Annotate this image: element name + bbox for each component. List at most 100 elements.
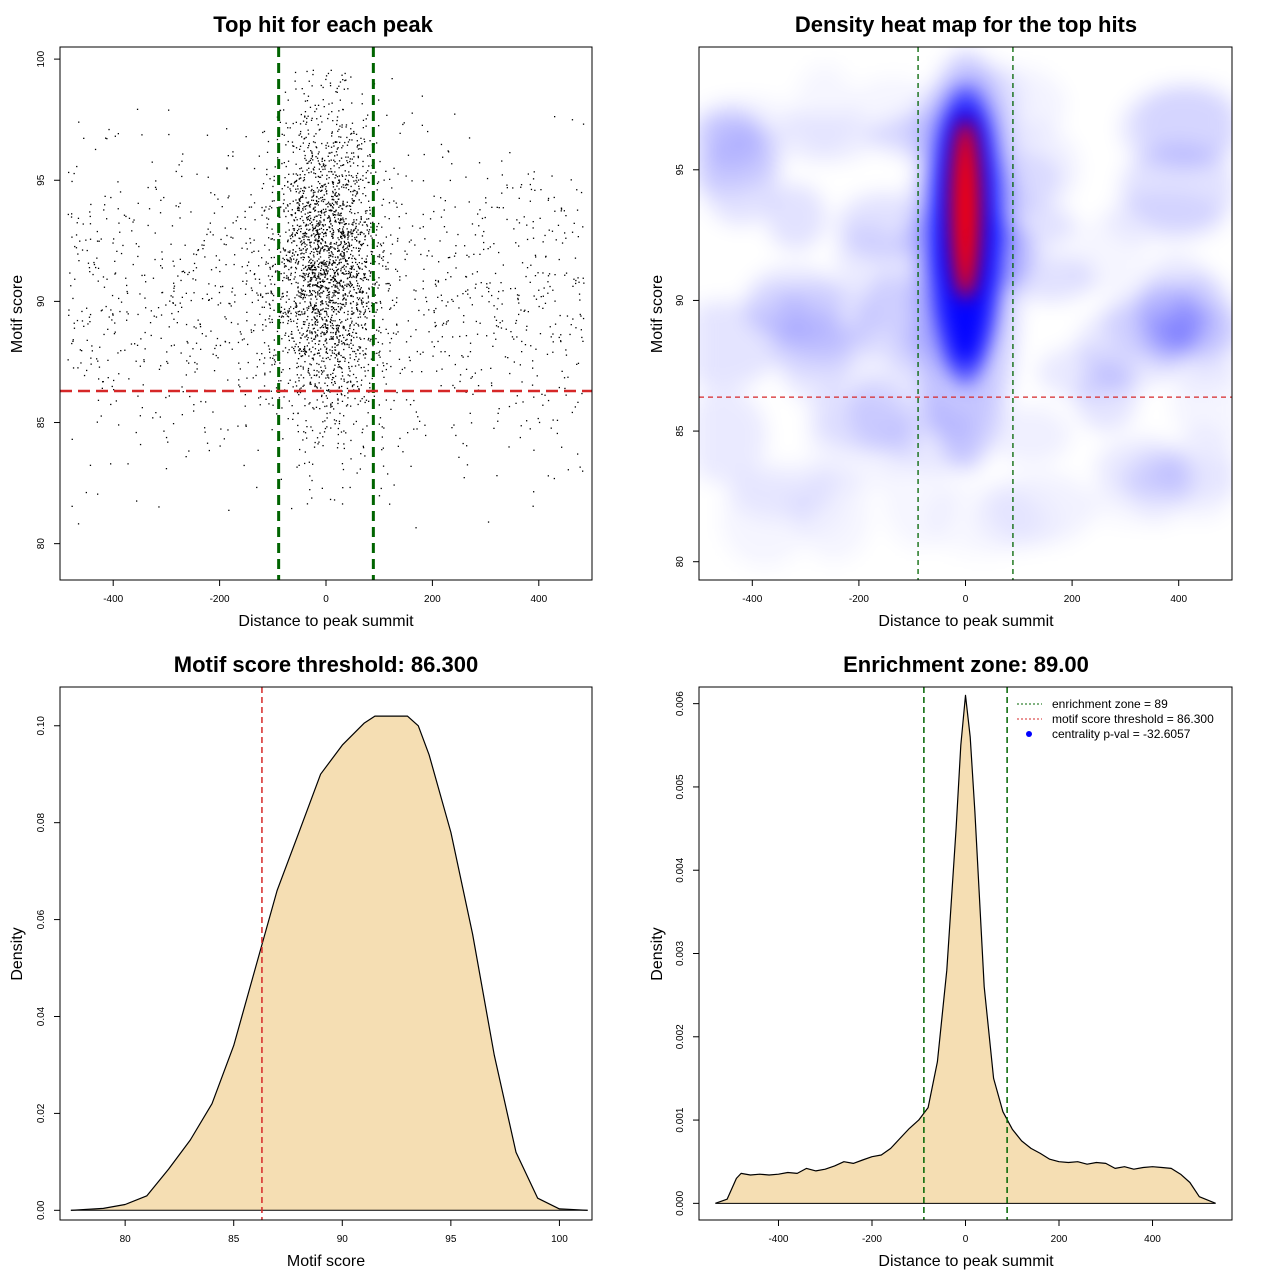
- scatter-point: [565, 394, 567, 396]
- scatter-point: [340, 253, 342, 255]
- scatter-point: [415, 411, 417, 413]
- scatter-point: [516, 395, 518, 397]
- scatter-point: [314, 274, 316, 276]
- scatter-point: [494, 316, 496, 318]
- scatter-point: [359, 400, 362, 402]
- scatter-point: [551, 175, 553, 177]
- scatter-point: [354, 238, 356, 240]
- scatter-point: [329, 203, 331, 205]
- scatter-point: [358, 247, 360, 249]
- scatter-point: [311, 264, 314, 266]
- scatter-point: [421, 95, 423, 97]
- scatter-point: [340, 258, 342, 260]
- scatter-point: [258, 278, 261, 280]
- scatter-point: [378, 254, 381, 256]
- scatter-point: [319, 408, 321, 410]
- scatter-point: [294, 352, 296, 354]
- scatter-point: [484, 216, 486, 219]
- scatter-point: [269, 321, 271, 324]
- scatter-point: [289, 203, 291, 205]
- scatter-point: [71, 213, 73, 215]
- scatter-point: [322, 308, 324, 310]
- scatter-point: [342, 327, 344, 329]
- scatter-point: [475, 320, 477, 323]
- heatmap-density-blob: [1169, 274, 1232, 365]
- scatter-point: [165, 304, 167, 306]
- scatter-point: [295, 268, 298, 270]
- scatter-point: [286, 291, 288, 293]
- scatter-point: [317, 191, 319, 193]
- scatter-point: [508, 405, 511, 408]
- scatter-point: [513, 228, 515, 230]
- scatter-point: [363, 338, 365, 340]
- scatter-point: [325, 75, 328, 77]
- scatter-point: [179, 217, 181, 219]
- scatter-point: [478, 162, 481, 164]
- scatter-point: [360, 453, 362, 455]
- scatter-point: [360, 201, 362, 204]
- scatter-point: [294, 306, 297, 308]
- scatter-point: [306, 339, 308, 341]
- scatter-point: [328, 177, 330, 179]
- scatter-point: [513, 361, 515, 363]
- scatter-point: [157, 307, 160, 309]
- scatter-point: [477, 385, 480, 387]
- scatter-point: [253, 273, 255, 276]
- scatter-point: [323, 219, 325, 222]
- scatter-point: [125, 277, 127, 279]
- scatter-point: [354, 195, 357, 197]
- scatter-point: [330, 255, 332, 257]
- x-tick-label: 0: [323, 594, 329, 605]
- scatter-point: [319, 233, 321, 235]
- scatter-point: [320, 332, 322, 335]
- scatter-point: [89, 215, 91, 218]
- scatter-point: [308, 272, 310, 274]
- scatter-point: [578, 293, 581, 295]
- scatter-point: [314, 331, 316, 333]
- scatter-point: [287, 99, 289, 101]
- scatter-point: [333, 368, 335, 370]
- scatter-point: [197, 249, 200, 251]
- scatter-point: [319, 211, 321, 213]
- scatter-point: [339, 99, 341, 101]
- scatter-point: [273, 256, 275, 259]
- scatter-point: [193, 404, 195, 406]
- scatter-point: [452, 384, 454, 387]
- scatter-point: [337, 344, 339, 346]
- scatter-point: [550, 427, 552, 429]
- scatter-point: [335, 210, 337, 212]
- scatter-point: [357, 172, 359, 175]
- scatter-point: [81, 320, 84, 322]
- scatter-point: [298, 203, 300, 205]
- scatter-point: [518, 222, 521, 224]
- scatter-point: [496, 308, 498, 310]
- scatter-point: [137, 313, 139, 316]
- scatter-point: [313, 172, 315, 174]
- scatter-point: [580, 329, 582, 331]
- scatter-point: [287, 222, 290, 224]
- scatter-point: [300, 374, 302, 376]
- scatter-point: [135, 243, 137, 245]
- scatter-point: [338, 175, 340, 177]
- scatter-point: [331, 233, 333, 235]
- scatter-point: [283, 210, 285, 213]
- scatter-point: [440, 197, 442, 199]
- scatter-point: [233, 263, 235, 266]
- scatter-point: [319, 182, 321, 185]
- scatter-point: [291, 333, 293, 335]
- scatter-point: [335, 375, 337, 377]
- scatter-point: [297, 254, 299, 256]
- scatter-point: [327, 390, 329, 392]
- scatter-point: [308, 283, 311, 286]
- scatter-point: [97, 399, 100, 401]
- scatter-point: [273, 359, 276, 361]
- scatter-point: [265, 261, 267, 263]
- scatter-point: [296, 294, 298, 296]
- scatter-title: Top hit for each peak: [213, 12, 433, 37]
- scatter-point: [382, 362, 384, 364]
- scatter-point: [577, 362, 580, 364]
- scatter-point: [340, 235, 342, 237]
- scatter-point: [423, 314, 425, 316]
- scatter-point: [330, 404, 332, 406]
- scatter-point: [345, 175, 347, 177]
